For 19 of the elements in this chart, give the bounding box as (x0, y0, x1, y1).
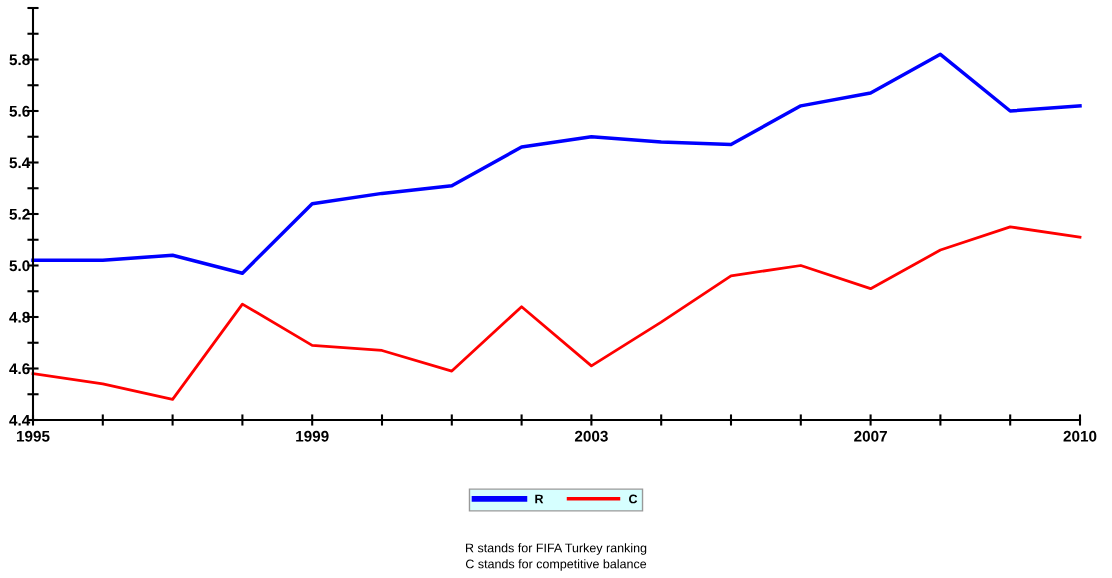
line-series (31, 225, 1082, 401)
x-tick-label: 2003 (574, 430, 608, 442)
x-tick-label: 2010 (1063, 430, 1097, 442)
y-tick-label: 5.6 (9, 105, 30, 117)
x-tick-label: 2007 (854, 430, 887, 442)
x-tick-label: 1999 (296, 430, 329, 442)
y-tick-label: 4.6 (9, 363, 30, 375)
y-tick-label: 5.8 (9, 54, 30, 66)
y-tick-label: 5.4 (9, 157, 31, 169)
y-tick-label: 5.2 (9, 208, 30, 220)
text: C stands for competitive balance (465, 559, 647, 571)
y-tick-label: 4.4 (9, 415, 31, 426)
y-tick-label: 4.8 (9, 311, 30, 323)
text: R stands for FIFA Turkey ranking (466, 543, 647, 555)
y-tick-label: 5.0 (9, 260, 30, 272)
legend-label: C (629, 494, 638, 504)
line-series (31, 52, 1082, 275)
x-tick-label: 1995 (16, 430, 50, 442)
legend-label: R (535, 494, 544, 504)
